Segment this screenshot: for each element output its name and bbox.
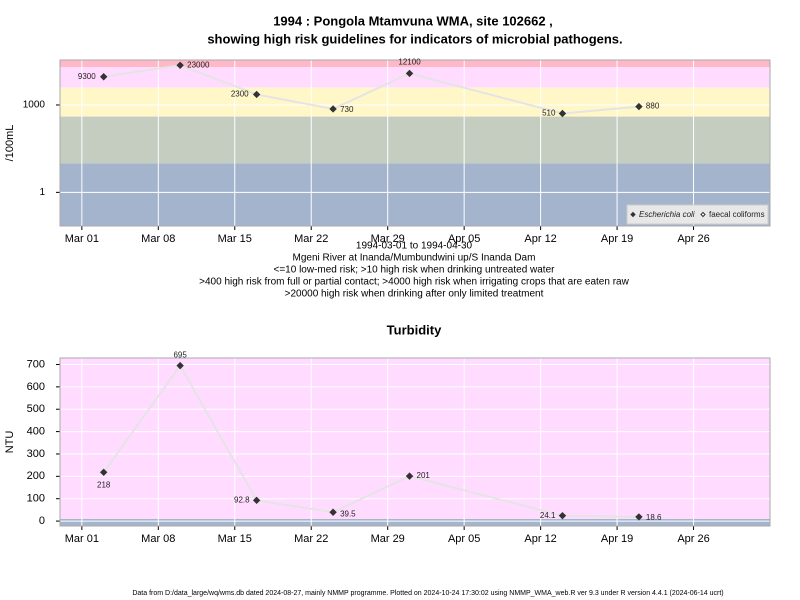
data-point bbox=[405, 472, 414, 480]
x-tick-label: Mar 08 bbox=[141, 533, 175, 545]
chart-title: showing high risk guidelines for indicat… bbox=[207, 31, 622, 46]
y-tick-label: 0 bbox=[39, 515, 45, 527]
y-axis-label: NTU bbox=[4, 431, 16, 454]
data-label: 18.6 bbox=[646, 513, 662, 522]
data-point bbox=[329, 105, 337, 113]
y-tick-label: 1 bbox=[39, 187, 45, 198]
plot-frame bbox=[59, 59, 771, 227]
x-tick-label: Mar 15 bbox=[218, 533, 252, 545]
y-tick-label: 400 bbox=[27, 426, 45, 438]
risk-band bbox=[60, 358, 770, 519]
note: >400 high risk from full or partial cont… bbox=[199, 277, 629, 288]
data-label: 2300 bbox=[231, 90, 249, 99]
x-tick-label: Mar 29 bbox=[371, 233, 405, 245]
data-label: 23000 bbox=[187, 60, 210, 69]
y-tick-label: 700 bbox=[27, 358, 45, 370]
plot-frame bbox=[59, 357, 771, 527]
legend-marker bbox=[630, 211, 636, 218]
data-point bbox=[252, 90, 261, 99]
data-label: 9300 bbox=[78, 72, 96, 81]
legend-box bbox=[626, 204, 769, 225]
x-tick-label: Apr 19 bbox=[601, 533, 633, 545]
x-tick-label: Apr 26 bbox=[677, 233, 709, 245]
data-point bbox=[558, 109, 567, 118]
y-tick-label: 100 bbox=[27, 493, 45, 505]
risk-band bbox=[60, 67, 770, 88]
y-tick-label: 200 bbox=[27, 470, 45, 482]
risk-band bbox=[60, 116, 770, 164]
data-point bbox=[558, 511, 567, 520]
data-point bbox=[176, 361, 184, 370]
chart-title: 1994 : Pongola Mtamvuna WMA, site 102662… bbox=[273, 13, 553, 28]
note: Mgeni River at Inanda/Mumbundwini up/S I… bbox=[293, 253, 536, 264]
x-tick-label: Apr 19 bbox=[601, 233, 633, 245]
note: >20000 high risk when drinking after onl… bbox=[285, 289, 544, 300]
legend-marker bbox=[700, 211, 706, 218]
data-label: 880 bbox=[646, 102, 660, 111]
x-tick-label: Apr 05 bbox=[448, 533, 480, 545]
data-point bbox=[99, 73, 108, 81]
x-tick-label: Mar 22 bbox=[294, 233, 328, 245]
data-point bbox=[99, 468, 108, 477]
note: <=10 low-med risk; >10 high risk when dr… bbox=[274, 265, 556, 276]
note: 1994-03-01 to 1994-04-30 bbox=[356, 241, 473, 252]
risk-band bbox=[60, 518, 770, 526]
data-label: 24.1 bbox=[540, 511, 556, 520]
data-point bbox=[405, 69, 414, 78]
footer: Data from D:/data_large/wq/wms.db dated … bbox=[132, 590, 723, 597]
data-label: 92.8 bbox=[234, 495, 250, 504]
x-tick-label: Apr 12 bbox=[524, 533, 556, 545]
x-tick-label: Mar 15 bbox=[218, 233, 252, 245]
data-label: 39.5 bbox=[340, 509, 356, 518]
data-label: 201 bbox=[417, 471, 431, 480]
x-tick-label: Apr 26 bbox=[677, 533, 709, 545]
y-axis-label: /100mL bbox=[4, 125, 16, 162]
data-label: 12100 bbox=[398, 58, 421, 67]
y-tick-label: 600 bbox=[27, 381, 45, 393]
data-label: 510 bbox=[542, 109, 556, 118]
x-tick-label: Mar 29 bbox=[371, 533, 405, 545]
data-label: 730 bbox=[340, 105, 354, 114]
x-tick-label: Mar 01 bbox=[65, 533, 99, 545]
risk-band bbox=[60, 87, 770, 117]
chart-title: Turbidity bbox=[387, 322, 442, 337]
data-point bbox=[635, 513, 643, 521]
legend-label: faecal coliforms bbox=[709, 210, 765, 219]
x-tick-label: Mar 08 bbox=[141, 233, 175, 245]
legend-label: Escherichia coli bbox=[639, 210, 695, 219]
risk-band bbox=[60, 60, 770, 68]
data-label: 695 bbox=[173, 351, 187, 360]
data-point bbox=[252, 496, 261, 505]
x-tick-label: Apr 05 bbox=[448, 233, 480, 245]
data-label: 218 bbox=[97, 480, 111, 489]
data-point bbox=[635, 102, 643, 111]
x-tick-label: Mar 22 bbox=[294, 533, 328, 545]
y-tick-label: 500 bbox=[27, 403, 45, 415]
y-tick-label: 300 bbox=[27, 448, 45, 460]
x-tick-label: Mar 01 bbox=[65, 233, 99, 245]
x-tick-label: Apr 12 bbox=[524, 233, 556, 245]
data-point bbox=[329, 508, 337, 516]
y-tick-label: 1000 bbox=[23, 100, 46, 111]
data-point bbox=[176, 61, 184, 70]
